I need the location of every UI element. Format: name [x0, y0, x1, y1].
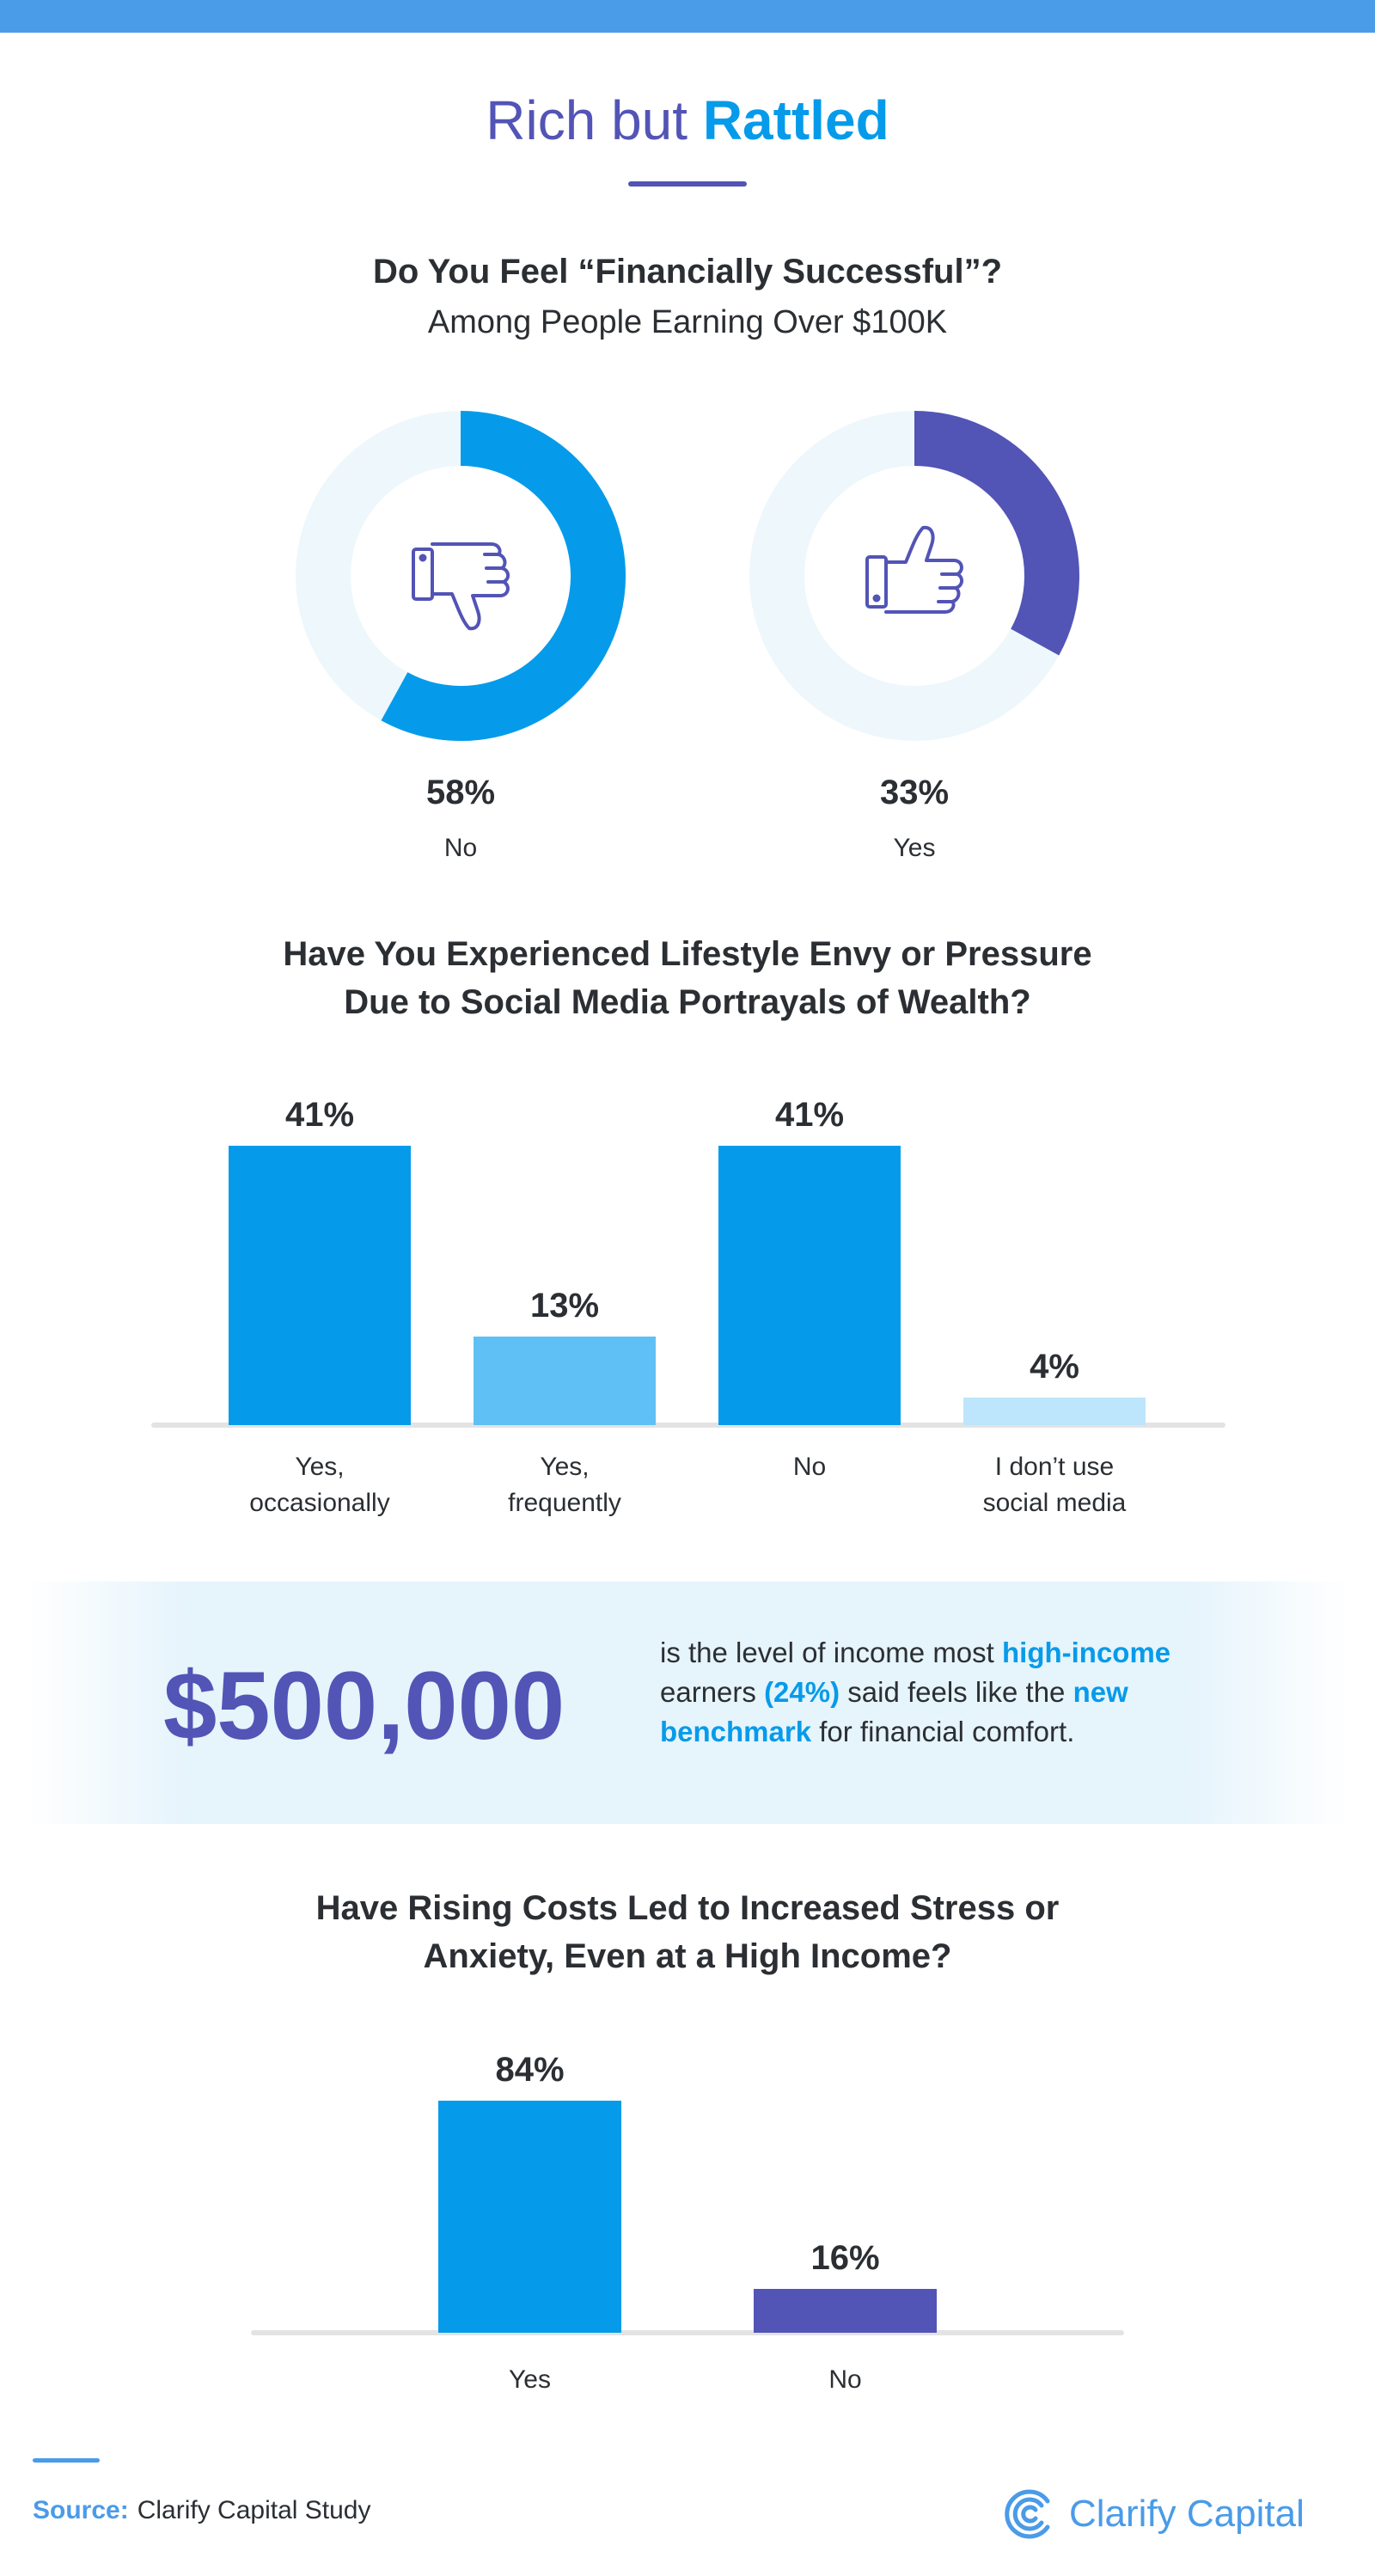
callout-highlight-1: high-income — [1002, 1637, 1171, 1668]
callout-panel — [26, 1582, 1349, 1824]
chart-baseline — [251, 2330, 1124, 2335]
page-title: Rich but Rattled — [0, 86, 1375, 155]
callout-text-4: for financial comfort. — [811, 1716, 1075, 1747]
source-line: Source: Clarify Capital Study — [33, 2496, 370, 2525]
brand-name: Clarify Capital — [1069, 2493, 1305, 2535]
donut-chart-no — [289, 404, 632, 748]
donut-chart-yes — [742, 404, 1086, 748]
bar-0 — [229, 1146, 411, 1425]
bar-category-label-3: I don’t use social media — [938, 1449, 1171, 1521]
donut-value-yes: 33% — [879, 774, 950, 811]
rising-costs-question-line2: Anxiety, Even at a High Income? — [423, 1937, 952, 1975]
donut-svg-yes — [749, 411, 1079, 741]
bar-category-line: frequently — [508, 1489, 621, 1517]
bar-category-line: Yes — [509, 2365, 551, 2394]
bar-category-line: I don’t use — [994, 1453, 1115, 1481]
bar-category-line: No — [828, 2365, 862, 2394]
donut-svg-no — [296, 411, 626, 741]
donut-subtitle: Among People Earning Over $100K — [427, 304, 948, 340]
donut-slice-yes — [914, 411, 1079, 656]
donut-value-no: 58% — [425, 774, 496, 811]
social-media-question-line2: Due to Social Media Portrayals of Wealth… — [344, 983, 1031, 1021]
callout-highlight-3: new benchmark — [660, 1676, 1128, 1747]
bar-category-line: occasionally — [249, 1489, 390, 1517]
bar-3 — [963, 1398, 1146, 1425]
rising-costs-question-line1: Have Rising Costs Led to Increased Stres… — [315, 1889, 1060, 1927]
bar-value-label-0: 41% — [284, 1096, 355, 1134]
bar-category-label-0: Yes, occasionally — [203, 1449, 437, 1521]
brand-logo: Clarify Capital — [1004, 2484, 1305, 2544]
bar-value-label-1: 16% — [810, 2238, 880, 2277]
thumbs-down-icon — [412, 542, 510, 631]
benchmark-amount: $500,000 — [163, 1652, 565, 1759]
donut-question: Do You Feel “Financially Successful”? — [372, 253, 1003, 291]
bar-0 — [438, 2101, 621, 2333]
clarify-logo-icon — [1005, 2489, 1050, 2539]
title-divider — [628, 181, 747, 187]
source-divider — [33, 2458, 100, 2463]
donut-label-no: No — [443, 834, 478, 862]
thumbs-up-icon — [865, 525, 963, 614]
bar-category-label-2: No — [693, 1449, 926, 1485]
source-text: Clarify Capital Study — [137, 2496, 371, 2524]
title-part1: Rich but — [486, 89, 688, 151]
bar-value-label-0: 84% — [495, 2051, 565, 2089]
donut-slice-no — [381, 411, 626, 741]
bar-category-line: Yes, — [295, 1453, 345, 1481]
donut-label-yes: Yes — [893, 834, 936, 862]
callout-text-2: earners — [660, 1676, 765, 1708]
callout-text-3: said feels like the — [840, 1676, 1073, 1708]
social-media-question-line1: Have You Experienced Lifestyle Envy or P… — [283, 935, 1092, 973]
bar-category-label-1: No — [728, 2362, 962, 2398]
chart-baseline — [151, 1423, 1225, 1428]
source-label: Source: — [33, 2496, 129, 2524]
bar-category-line: No — [792, 1453, 827, 1481]
bar-value-label-1: 13% — [529, 1286, 600, 1325]
title-part2: Rattled — [702, 89, 889, 151]
callout-highlight-2: (24%) — [764, 1676, 840, 1708]
bar-category-label-1: Yes, frequently — [448, 1449, 681, 1521]
bar-category-label-0: Yes — [412, 2362, 647, 2398]
bar-value-label-2: 41% — [774, 1096, 845, 1134]
callout-text: is the level of income most high-income … — [660, 1633, 1210, 1752]
bar-1 — [474, 1336, 656, 1425]
top-accent-bar — [0, 0, 1375, 33]
callout-text-1: is the level of income most — [660, 1637, 1002, 1668]
bar-1 — [754, 2288, 937, 2333]
bar-value-label-3: 4% — [1030, 1348, 1079, 1386]
bar-category-line: Yes, — [540, 1453, 590, 1481]
bar-2 — [718, 1146, 901, 1425]
bar-category-line: social media — [982, 1489, 1127, 1517]
